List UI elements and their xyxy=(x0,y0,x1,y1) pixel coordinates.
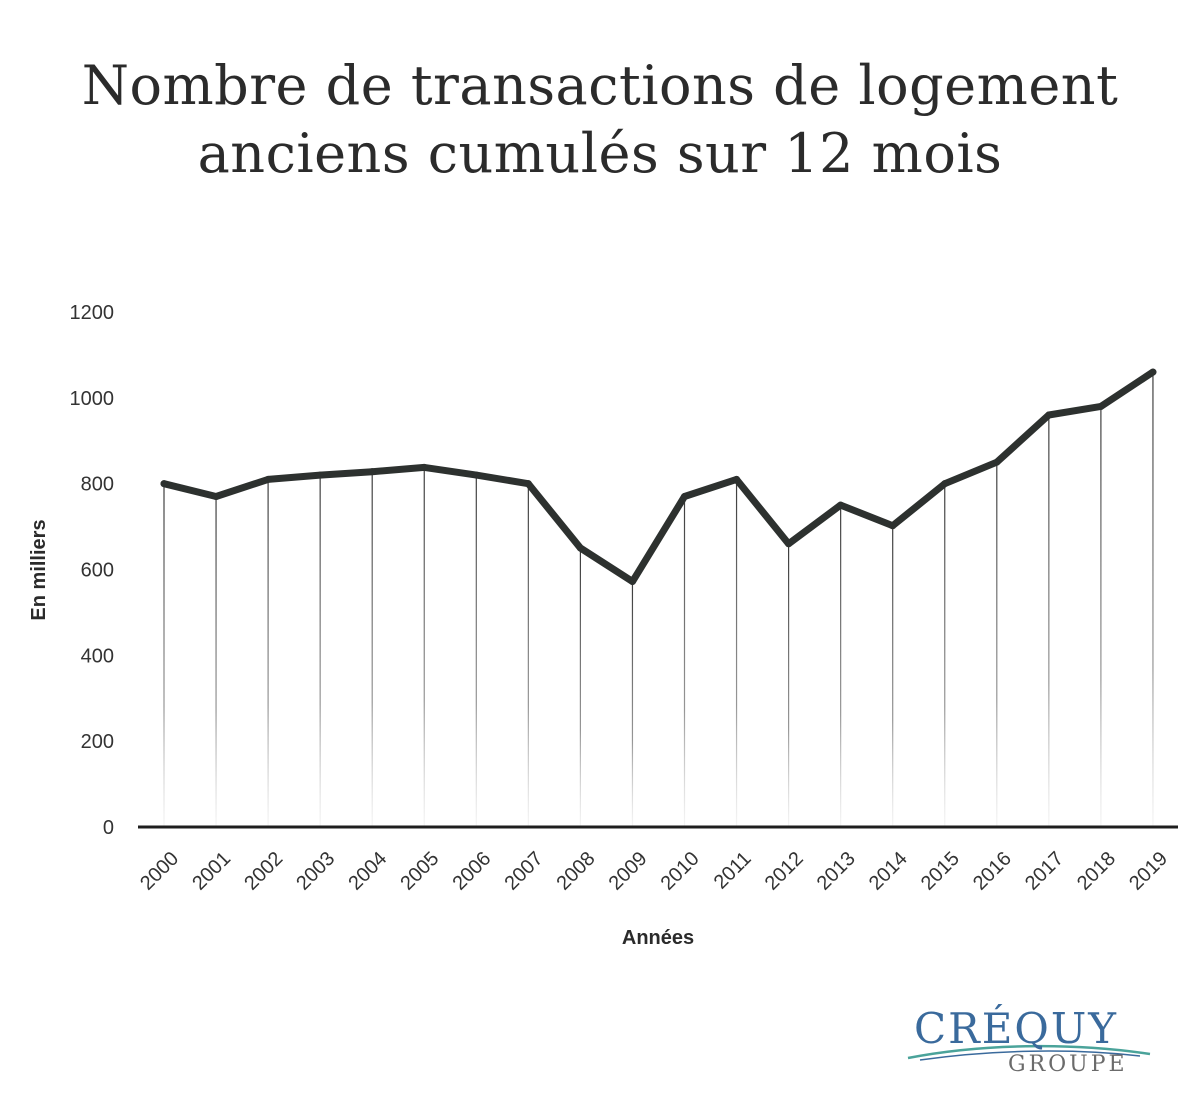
x-tick-label: 2001 xyxy=(188,848,235,895)
drop-line xyxy=(1048,415,1050,827)
y-axis-ticks: 0 200 400 600 800 1000 1200 xyxy=(70,302,115,839)
x-tick-label: 2000 xyxy=(136,848,183,895)
x-tick-label: 2017 xyxy=(1021,848,1068,895)
y-tick-label: 0 xyxy=(103,817,114,839)
drop-line xyxy=(371,471,373,827)
drop-line xyxy=(527,483,529,827)
x-tick-label: 2006 xyxy=(448,848,495,895)
logo-swoosh-icon xyxy=(907,1044,1151,1061)
data-point xyxy=(264,475,272,483)
y-axis-title: En milliers xyxy=(28,519,50,620)
data-point xyxy=(889,522,897,530)
data-point xyxy=(576,544,584,552)
drop-line xyxy=(215,496,217,827)
x-tick-label: 2015 xyxy=(917,848,964,895)
chart-title: Nombre de transactions de logement ancie… xyxy=(0,52,1200,188)
x-tick-label: 2003 xyxy=(292,848,339,895)
y-tick-label: 1000 xyxy=(70,388,115,410)
drop-line xyxy=(579,548,581,827)
y-tick-label: 800 xyxy=(81,474,114,496)
data-point xyxy=(628,578,636,586)
data-point xyxy=(368,468,376,476)
x-tick-label: 2011 xyxy=(710,848,756,894)
data-point xyxy=(316,471,324,479)
x-tick-label: 2007 xyxy=(500,848,547,895)
crequy-groupe-logo: CRÉQUY GROUPE xyxy=(900,1002,1160,1082)
x-tick-label: 2010 xyxy=(657,848,704,895)
drop-line xyxy=(319,475,321,827)
x-tick-label: 2014 xyxy=(865,848,912,895)
x-axis-ticks: 2000 2001 2002 2003 2004 2005 2006 2007 2008 2009… xyxy=(136,848,1172,895)
data-point xyxy=(212,493,220,501)
x-tick-label: 2012 xyxy=(761,848,808,895)
series-line xyxy=(160,368,1157,585)
y-tick-label: 400 xyxy=(81,645,114,667)
x-tick-label: 2002 xyxy=(240,848,287,895)
drop-lines xyxy=(163,372,1154,827)
data-point xyxy=(837,501,845,509)
drop-line xyxy=(683,496,686,827)
chart-title-line-1: Nombre de transactions de logement xyxy=(81,54,1119,117)
x-tick-label: 2013 xyxy=(813,848,860,895)
y-tick-label: 1200 xyxy=(70,302,115,324)
x-axis-title: Années xyxy=(622,927,694,949)
data-point xyxy=(993,458,1001,466)
data-point xyxy=(160,480,168,488)
drop-line xyxy=(423,467,425,827)
drop-line xyxy=(944,483,946,827)
x-tick-label: 2005 xyxy=(396,848,443,895)
drop-line xyxy=(475,475,477,827)
drop-line xyxy=(163,483,165,827)
drop-line xyxy=(840,505,842,827)
data-point xyxy=(1097,402,1105,410)
data-point xyxy=(524,480,532,488)
x-tick-label: 2019 xyxy=(1125,848,1172,895)
logo-sub-text: GROUPE xyxy=(1008,1052,1128,1077)
chart-title-line-2: anciens cumulés sur 12 mois xyxy=(197,122,1003,185)
drop-line xyxy=(996,462,998,827)
x-tick-label: 2009 xyxy=(605,848,652,895)
data-point xyxy=(420,463,428,471)
y-tick-label: 600 xyxy=(81,560,114,582)
drop-line xyxy=(267,479,269,827)
x-tick-label: 2008 xyxy=(553,848,600,895)
drop-line xyxy=(1152,372,1154,827)
x-tick-label: 2016 xyxy=(969,848,1016,895)
data-point xyxy=(1045,411,1053,419)
data-point xyxy=(785,540,793,548)
series-group xyxy=(160,368,1157,586)
drop-line xyxy=(788,543,790,827)
data-point xyxy=(733,475,741,483)
data-point xyxy=(1149,368,1157,376)
drop-line xyxy=(1100,406,1102,827)
drop-line xyxy=(892,525,894,827)
data-point xyxy=(941,480,949,488)
logo-main-text: CRÉQUY xyxy=(914,1004,1118,1053)
drop-line xyxy=(735,479,738,827)
data-point xyxy=(681,493,688,501)
x-tick-label: 2018 xyxy=(1073,848,1120,895)
data-point xyxy=(472,471,480,479)
x-tick-label: 2004 xyxy=(344,848,391,895)
drop-line xyxy=(631,581,634,827)
y-tick-label: 200 xyxy=(81,731,114,753)
